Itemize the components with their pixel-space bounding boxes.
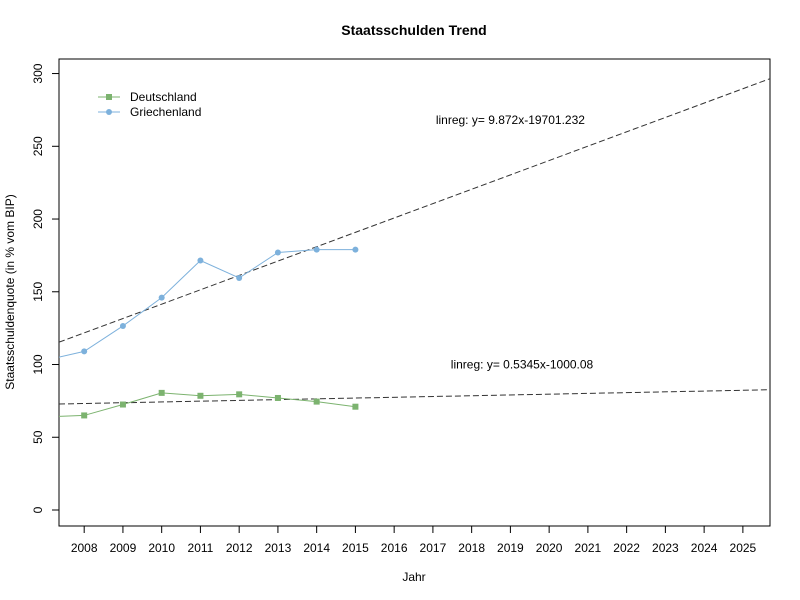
data-point — [81, 348, 88, 355]
x-tick-label: 2010 — [148, 541, 175, 555]
data-point — [81, 412, 88, 419]
data-point — [42, 414, 48, 420]
regression-label: linreg: y= 9.872x-19701.232 — [436, 113, 585, 127]
x-tick-label: 2019 — [497, 541, 524, 555]
data-point — [119, 322, 126, 329]
data-point — [352, 403, 359, 410]
data-point — [158, 294, 165, 301]
y-tick-label: 150 — [31, 281, 45, 301]
y-tick-label: 0 — [31, 506, 45, 513]
x-tick-label: 2020 — [536, 541, 563, 555]
x-tick-label: 2013 — [265, 541, 292, 555]
data-point — [313, 398, 320, 405]
x-tick-label: 2014 — [303, 541, 330, 555]
data-point — [197, 257, 204, 264]
x-tick-label: 2015 — [342, 541, 369, 555]
x-tick-label: 2008 — [71, 541, 98, 555]
plot-area: 2008 2009 2010 2011 2012 2013 2014 2015 2016 2017… — [31, 58, 771, 555]
x-tick-label: 2023 — [652, 541, 679, 555]
legend-label: Griechenland — [130, 105, 201, 119]
data-point — [313, 246, 320, 253]
chart-title: Staatsschulden Trend — [341, 22, 486, 38]
x-tick-label: 2025 — [730, 541, 757, 555]
x-tick-label: 2012 — [226, 541, 253, 555]
x-tick-label: 2021 — [575, 541, 602, 555]
y-axis-label: Staatsschuldenquote (in % vom BIP) — [3, 194, 17, 389]
data-point — [236, 391, 243, 398]
regression-line — [59, 389, 770, 405]
y-tick-label: 200 — [31, 209, 45, 229]
data-point — [236, 274, 243, 281]
x-tick-label: 2018 — [458, 541, 485, 555]
x-tick-label: 2017 — [420, 541, 447, 555]
x-tick-label: 2024 — [691, 541, 718, 555]
x-tick-label: 2022 — [613, 541, 640, 555]
x-tick-label: 2009 — [110, 541, 137, 555]
data-point — [352, 246, 359, 253]
legend-label: Deutschland — [130, 90, 197, 104]
regression-line — [59, 78, 770, 343]
x-axis-label: Jahr — [402, 570, 425, 584]
y-tick-label: 300 — [31, 63, 45, 83]
x-tick-label: 2016 — [381, 541, 408, 555]
data-point — [274, 249, 281, 256]
data-point — [158, 389, 165, 396]
series-group — [42, 78, 770, 420]
y-tick-label: 50 — [31, 430, 45, 444]
legend-marker — [106, 109, 112, 115]
data-point — [274, 394, 281, 401]
legend-marker — [106, 94, 112, 100]
y-tick-label: 100 — [31, 354, 45, 374]
data-point — [197, 392, 204, 399]
x-tick-label: 2011 — [188, 541, 214, 555]
y-tick-label: 250 — [31, 136, 45, 156]
data-point — [119, 401, 126, 408]
plot-frame — [58, 58, 771, 527]
series-line — [59, 249, 356, 358]
regression-label: linreg: y= 0.5345x-1000.08 — [451, 358, 594, 372]
